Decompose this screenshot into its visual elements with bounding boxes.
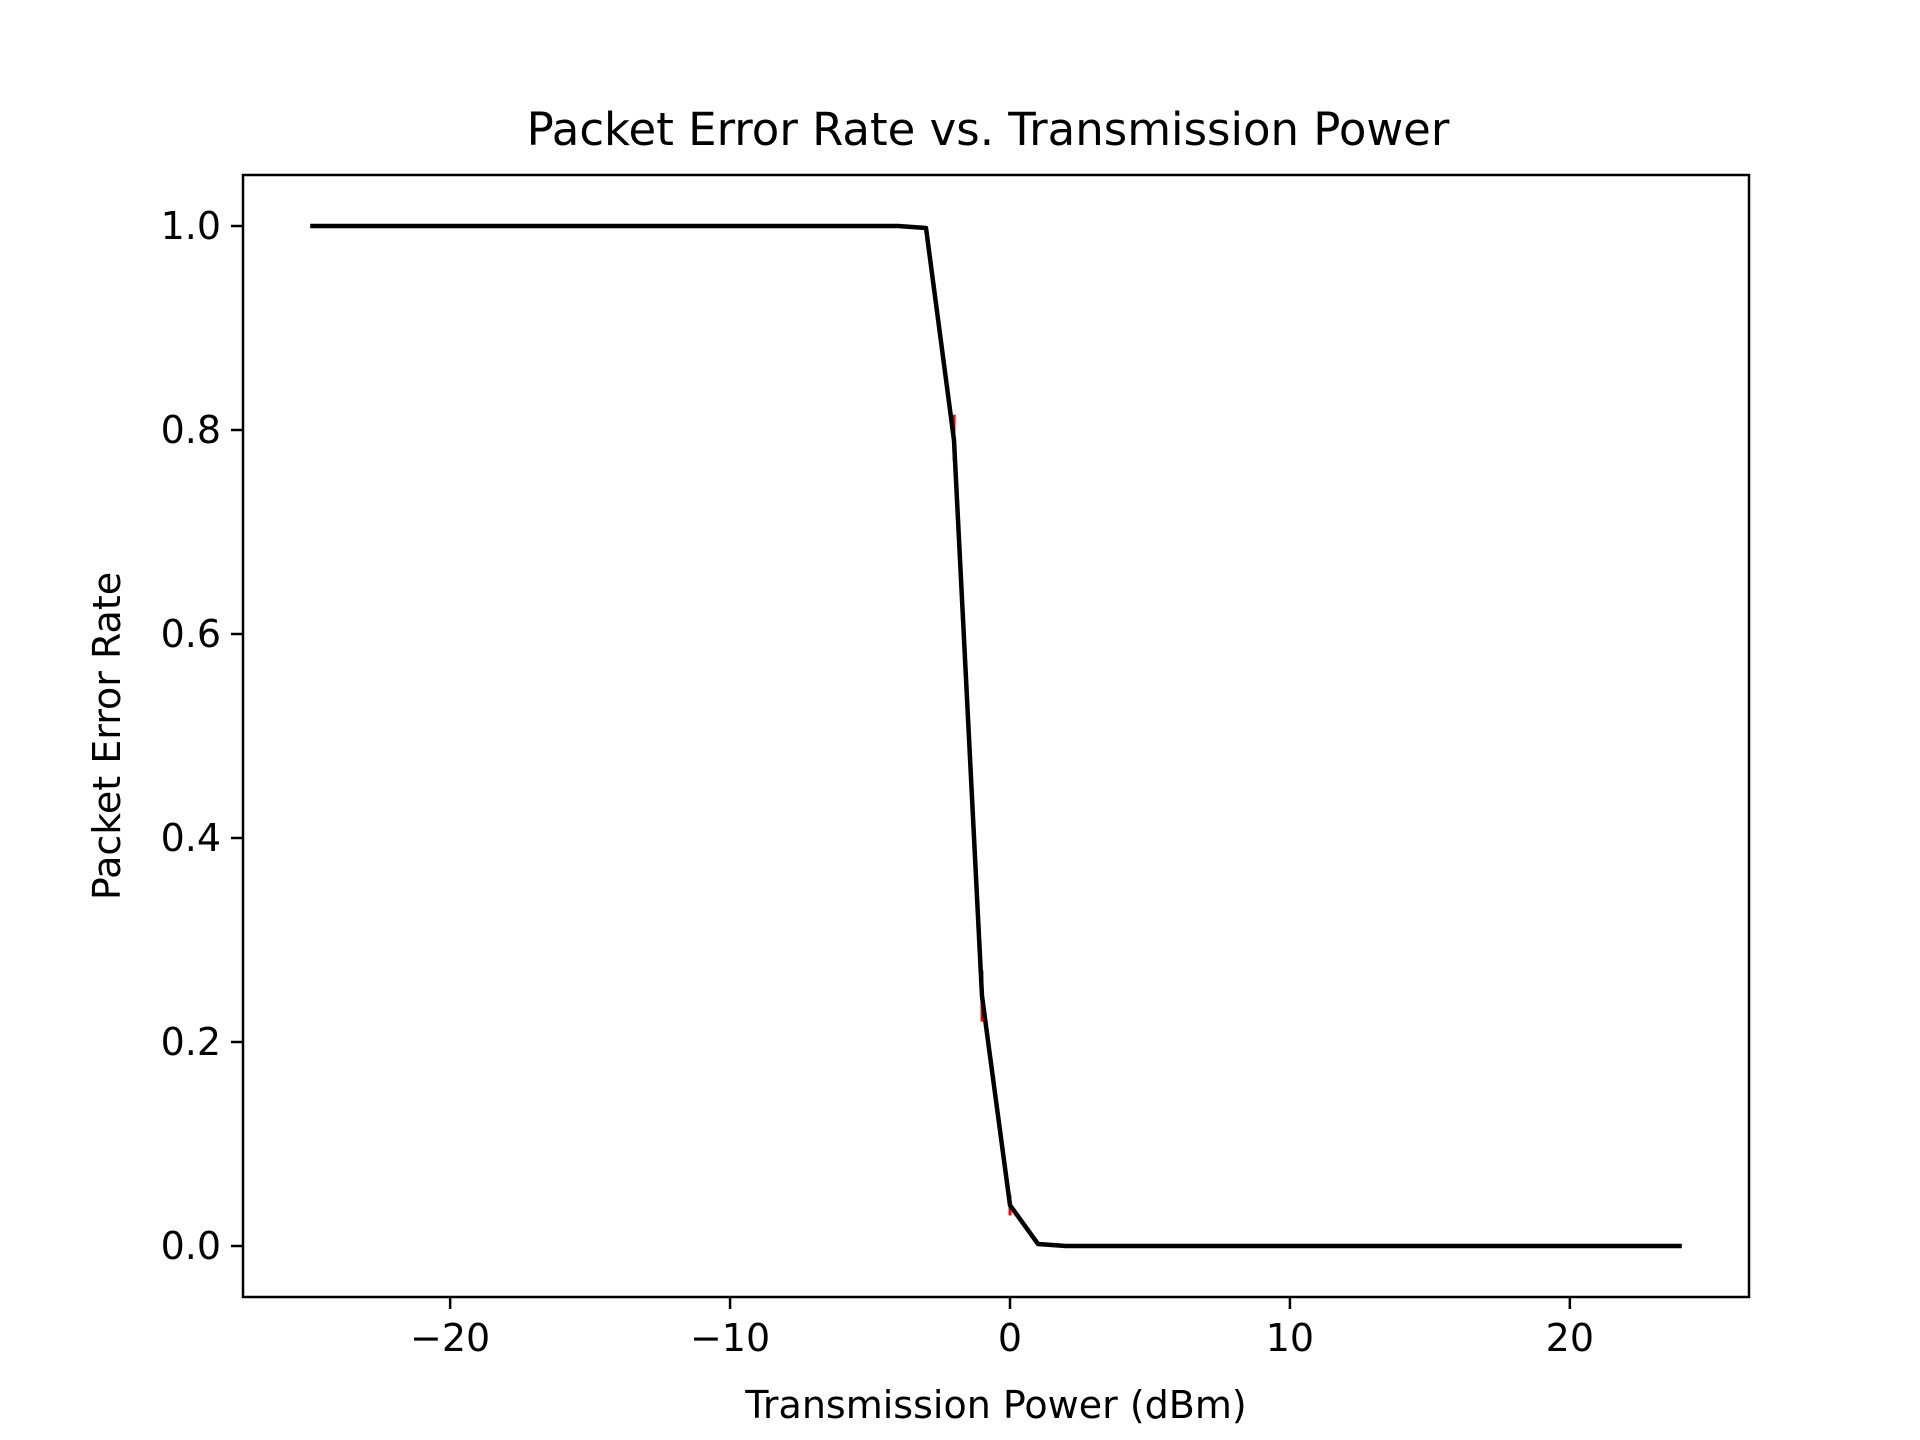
y-tick-label: 1.0 bbox=[161, 204, 221, 248]
x-tick-label: 20 bbox=[1546, 1316, 1594, 1360]
chart-title: Packet Error Rate vs. Transmission Power bbox=[527, 103, 1450, 156]
plot-area bbox=[310, 223, 1682, 1249]
y-axis-ticks: 0.0 0.2 0.4 0.6 0.8 1.0 bbox=[161, 204, 243, 1268]
x-axis-label: Transmission Power (dBm) bbox=[744, 1383, 1246, 1427]
y-axis-label: Packet Error Rate bbox=[85, 572, 129, 900]
x-tick-label: 10 bbox=[1266, 1316, 1314, 1360]
x-tick-label: −20 bbox=[410, 1316, 490, 1360]
y-tick-label: 0.4 bbox=[161, 816, 221, 860]
y-tick-label: 0.0 bbox=[161, 1224, 221, 1268]
plot-frame bbox=[241, 173, 1751, 1299]
x-tick-label: 0 bbox=[998, 1316, 1022, 1360]
x-tick-label: −10 bbox=[690, 1316, 770, 1360]
y-tick-label: 0.2 bbox=[161, 1020, 221, 1064]
y-tick-label: 0.8 bbox=[161, 408, 221, 452]
series-line bbox=[310, 223, 1682, 1249]
x-axis-ticks: −20 −10 0 10 20 bbox=[410, 1297, 1594, 1360]
y-tick-label: 0.6 bbox=[161, 612, 221, 656]
